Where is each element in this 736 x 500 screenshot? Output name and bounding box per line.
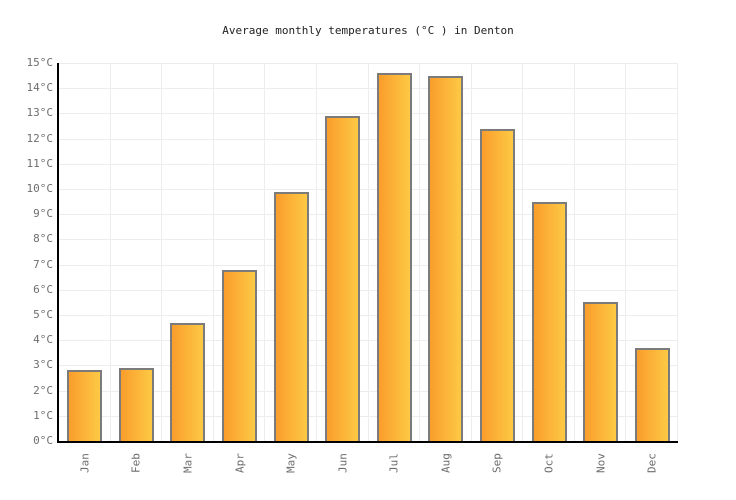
vertical-gridline [522, 63, 523, 441]
y-tick-label: 4°C [33, 333, 53, 347]
y-tick-label: 7°C [33, 257, 53, 271]
y-tick-label: 10°C [26, 182, 54, 195]
bar-may [273, 192, 309, 441]
vertical-gridline [419, 63, 420, 441]
y-tick-label: 8°C [33, 232, 53, 246]
y-tick-label: 12°C [26, 131, 54, 145]
x-tick-label-mar: Mar [181, 453, 195, 473]
x-tick-label-sep: Sep [490, 453, 504, 473]
bar-sep [479, 129, 515, 441]
x-axis-line [57, 441, 678, 443]
bar-mar [170, 323, 206, 441]
vertical-gridline [368, 63, 369, 441]
y-tick-label: 1°C [33, 408, 53, 422]
bar-jul [376, 73, 412, 441]
vertical-gridline [677, 63, 678, 441]
chart-title: Average monthly temperatures (°C ) in De… [222, 24, 514, 37]
bar-dec [634, 348, 670, 441]
vertical-gridline [110, 63, 111, 441]
vertical-gridline [316, 63, 317, 441]
x-tick-label-aug: Aug [439, 453, 453, 473]
plot-area [59, 63, 678, 441]
y-tick-label: 13°C [26, 106, 54, 120]
x-tick-label-dec: Dec [645, 453, 659, 473]
y-tick-label: 2°C [33, 383, 53, 397]
vertical-gridline [574, 63, 575, 441]
bar-apr [222, 270, 258, 441]
bar-aug [428, 76, 464, 441]
x-tick-label-oct: Oct [542, 453, 556, 473]
x-tick-label-apr: Apr [233, 453, 247, 473]
x-tick-label-feb: Feb [129, 453, 143, 473]
vertical-gridline [213, 63, 214, 441]
bar-feb [118, 368, 154, 441]
bar-jan [67, 370, 103, 441]
vertical-gridline [625, 63, 626, 441]
y-tick-label: 3°C [33, 358, 53, 372]
y-tick-label: 0°C [33, 434, 53, 447]
bar-nov [583, 302, 619, 441]
y-tick-label: 9°C [33, 207, 53, 221]
x-tick-label-nov: Nov [594, 453, 608, 473]
bar-jun [325, 116, 361, 441]
vertical-gridline [161, 63, 162, 441]
y-axis-line [57, 63, 59, 443]
x-tick-label-jul: Jul [387, 453, 401, 473]
x-tick-label-may: May [284, 453, 298, 473]
x-tick-label-jun: Jun [336, 453, 350, 473]
y-tick-label: 5°C [33, 308, 53, 321]
y-tick-label: 6°C [33, 282, 53, 296]
y-tick-label: 15°C [26, 56, 54, 69]
y-tick-label: 14°C [26, 81, 54, 95]
vertical-gridline [471, 63, 472, 441]
vertical-gridline [264, 63, 265, 441]
x-tick-label-jan: Jan [78, 453, 92, 473]
bar-oct [531, 202, 567, 441]
y-tick-label: 11°C [26, 156, 54, 170]
